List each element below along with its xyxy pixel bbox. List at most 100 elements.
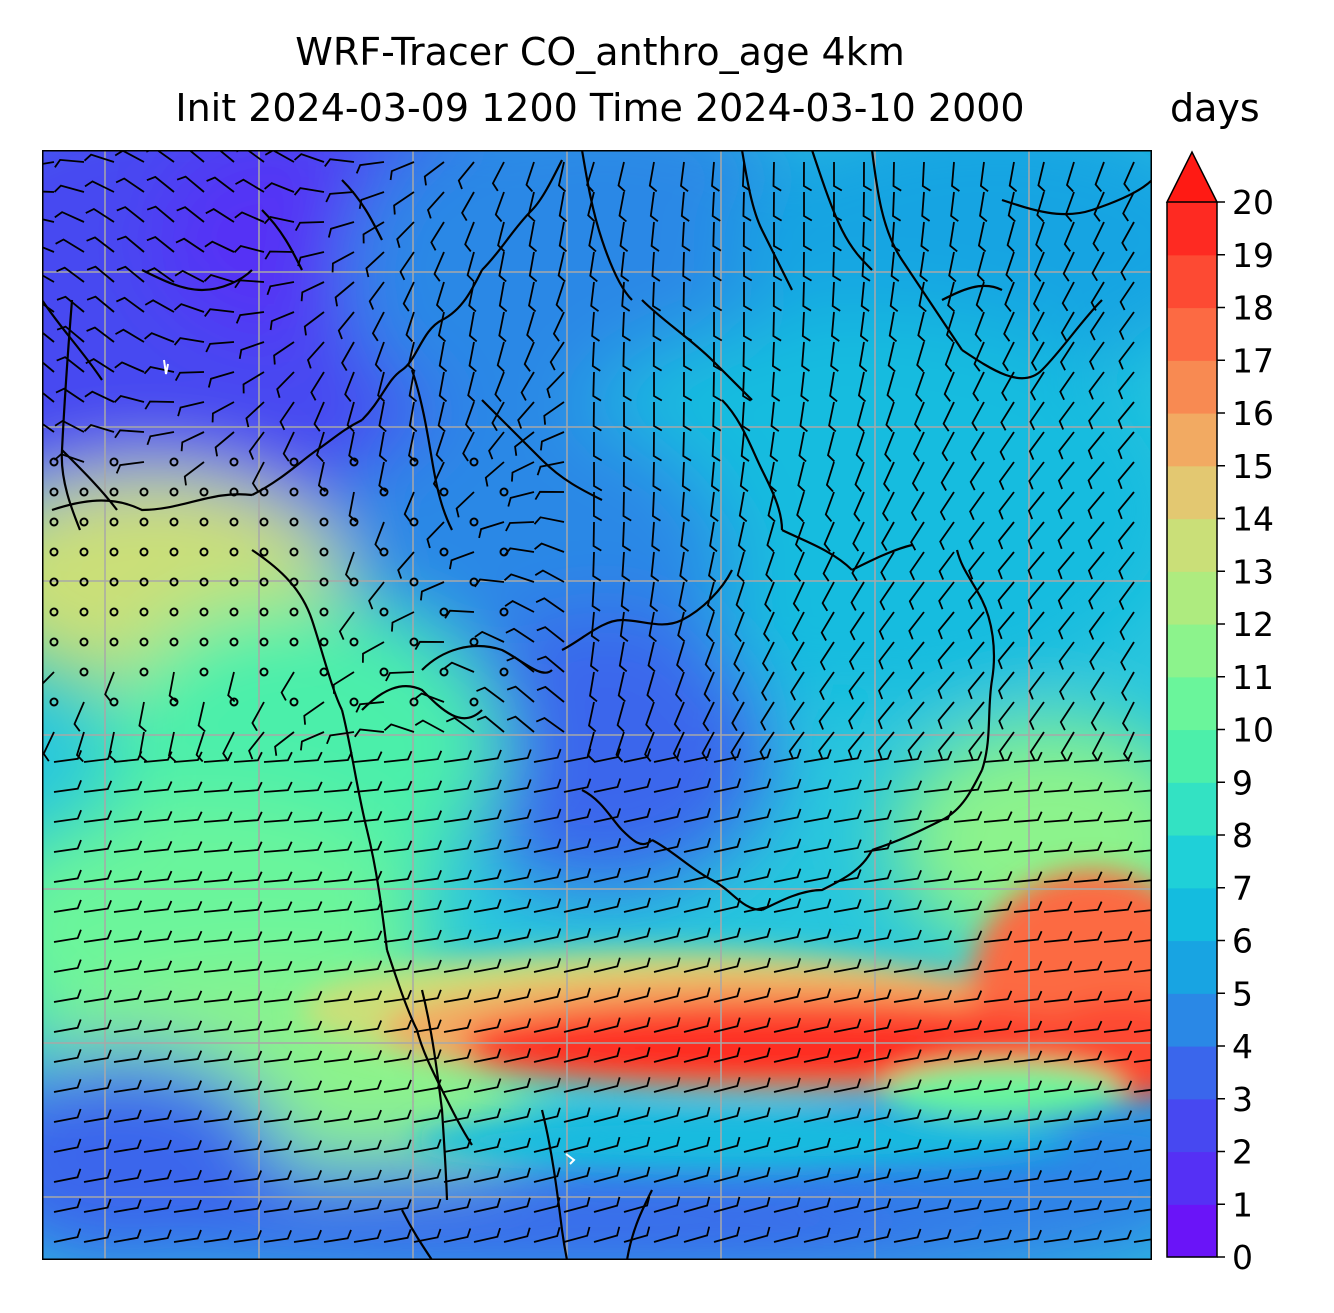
- wind-barb: [742, 311, 753, 342]
- wind-barb: [173, 960, 203, 973]
- wind-barb: [413, 1049, 442, 1063]
- wind-barb: [53, 1138, 82, 1153]
- wind-barb: [983, 990, 1013, 1003]
- wind-barb: [517, 401, 535, 429]
- wind-barb: [821, 581, 835, 612]
- wind-barb: [238, 341, 265, 359]
- wind-barb: [173, 1199, 202, 1213]
- wind-barb: [1087, 431, 1105, 460]
- wind-barb: [683, 1106, 711, 1123]
- wind-barb: [235, 311, 265, 324]
- wind-barb: [233, 1200, 263, 1213]
- colorbar-units-label: days: [1170, 86, 1260, 130]
- wind-barb: [968, 521, 985, 550]
- wind-barb: [1088, 611, 1105, 640]
- wind-barb: [742, 371, 752, 402]
- wind-barb: [941, 431, 955, 462]
- wind-barb: [979, 161, 989, 193]
- wind-barb: [953, 1199, 982, 1213]
- calm-wind-circle: [109, 637, 119, 647]
- wind-barb: [323, 811, 353, 823]
- wind-barb: [832, 191, 843, 222]
- wind-barb: [653, 1136, 681, 1153]
- wind-barb: [269, 311, 295, 331]
- calm-wind-circle: [379, 607, 389, 617]
- wind-barb: [953, 930, 983, 943]
- wind-barb: [593, 462, 603, 492]
- wind-barb: [42, 331, 55, 343]
- wind-barb: [1005, 251, 1015, 283]
- wind-barb: [293, 1199, 322, 1213]
- wind-barb: [622, 491, 632, 522]
- wind-barb: [682, 431, 692, 462]
- calm-wind-circle: [229, 607, 239, 617]
- wind-barb: [1001, 371, 1015, 402]
- wind-barb: [1008, 161, 1018, 193]
- wind-barb: [737, 521, 747, 553]
- white-speck-south: [565, 1153, 576, 1165]
- wind-barb: [276, 371, 295, 399]
- wind-barb: [533, 808, 562, 823]
- wind-barb: [948, 251, 957, 283]
- wind-barb: [907, 731, 925, 760]
- wind-barb: [53, 809, 82, 823]
- wind-barb: [833, 162, 843, 192]
- wind-barb: [736, 551, 745, 583]
- wind-barb: [592, 431, 603, 462]
- wind-barb: [773, 1077, 801, 1093]
- wind-barb: [653, 807, 681, 823]
- wind-barb: [759, 731, 775, 761]
- wind-barb: [54, 419, 85, 433]
- wind-barb: [1089, 671, 1105, 701]
- calm-wind-circle: [319, 607, 329, 617]
- wind-barb: [653, 748, 682, 763]
- wind-barb: [833, 928, 862, 943]
- wind-barb: [860, 281, 870, 312]
- wind-barb: [773, 778, 802, 793]
- wind-barb: [651, 251, 661, 282]
- wind-barb: [923, 989, 952, 1003]
- wind-barb: [503, 547, 535, 556]
- wind-barb: [503, 1048, 532, 1063]
- wind-barb: [907, 671, 925, 700]
- wind-barb: [852, 521, 865, 552]
- wind-barb: [790, 641, 805, 671]
- wind-barb: [711, 191, 721, 222]
- wind-barb: [205, 341, 235, 353]
- calm-wind-circle: [199, 547, 209, 557]
- wind-barb: [353, 960, 383, 973]
- wind-barb: [953, 900, 983, 913]
- wind-barb: [763, 611, 775, 642]
- wind-barb: [833, 809, 862, 823]
- wind-barb: [623, 432, 633, 462]
- calm-wind-circle: [379, 667, 389, 677]
- wind-barb: [622, 341, 632, 372]
- wind-barb: [803, 1107, 831, 1123]
- wind-barb: [234, 279, 265, 289]
- wind-barb: [473, 958, 502, 973]
- wind-barb: [383, 840, 413, 853]
- wind-barb: [53, 184, 85, 193]
- wind-barb: [430, 221, 445, 251]
- wind-barb: [683, 867, 711, 883]
- wind-barb: [803, 1077, 831, 1093]
- wind-barb: [353, 781, 383, 793]
- calm-wind-circle: [79, 607, 89, 617]
- calm-wind-circle: [289, 637, 299, 647]
- wind-barb: [792, 581, 805, 612]
- wind-barb: [374, 341, 385, 373]
- wind-barb: [426, 521, 445, 549]
- wind-barb: [1043, 990, 1073, 1003]
- wind-barb: [650, 551, 660, 582]
- wind-barb: [646, 671, 655, 703]
- wind-barb: [1073, 1229, 1102, 1243]
- wind-barb: [53, 959, 82, 973]
- wind-barb: [293, 1110, 323, 1123]
- wind-barb: [593, 927, 621, 943]
- wind-barb: [323, 841, 353, 853]
- calm-wind-circle: [439, 607, 449, 617]
- wind-barb: [683, 1017, 711, 1033]
- wind-barb: [983, 1050, 1013, 1063]
- wind-barb: [533, 1227, 561, 1243]
- wind-barb: [443, 1228, 472, 1243]
